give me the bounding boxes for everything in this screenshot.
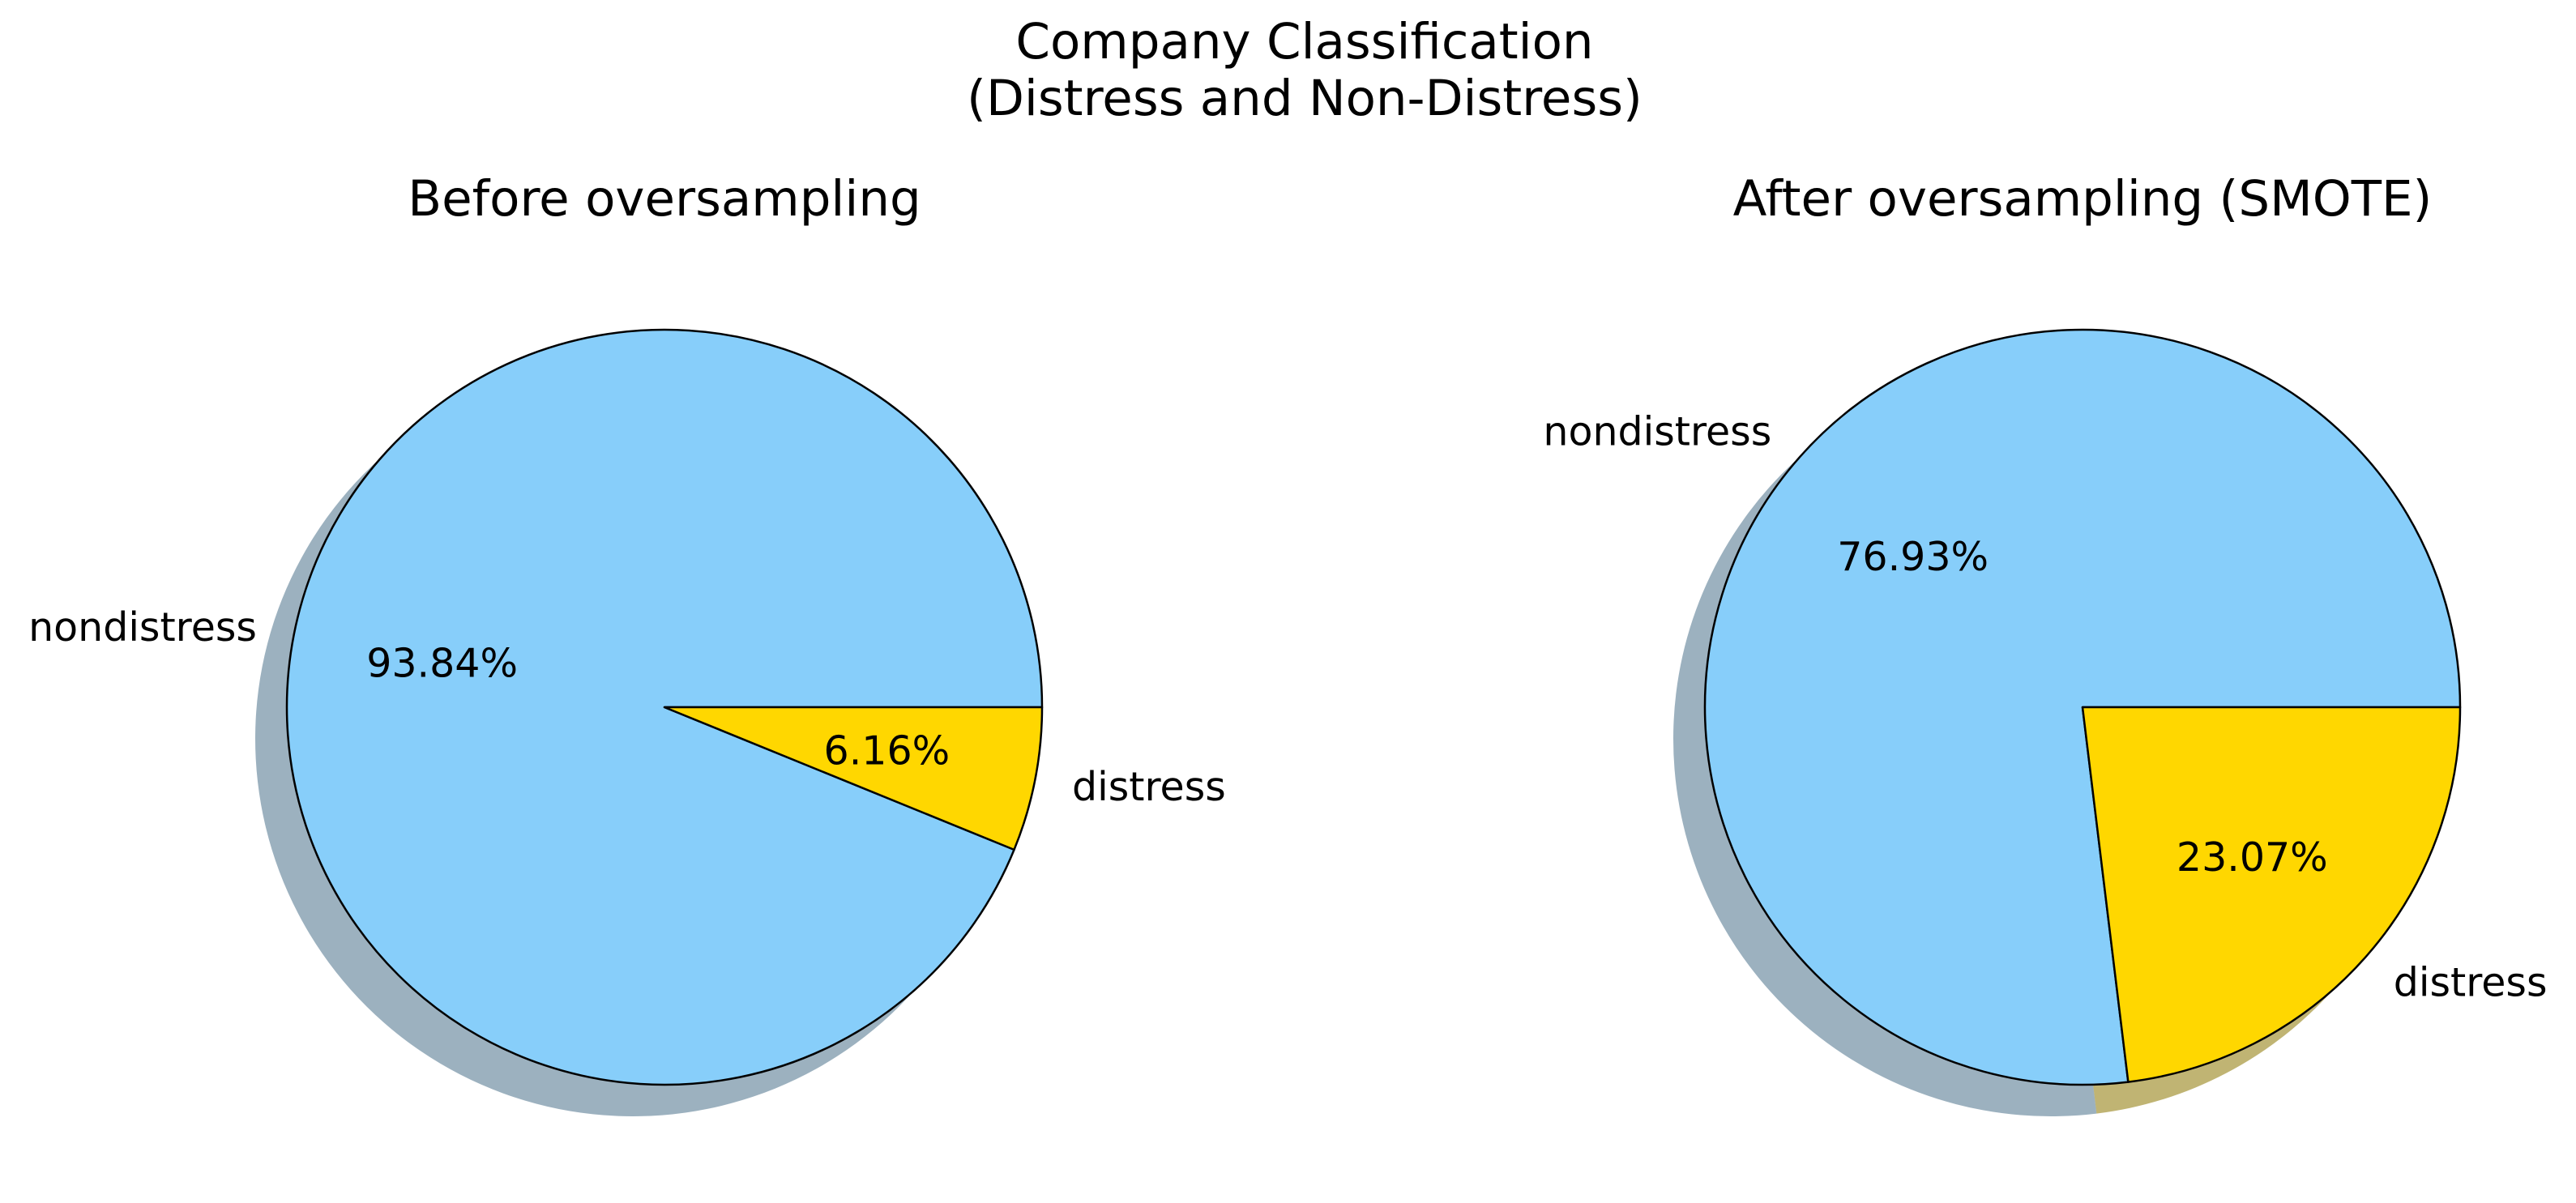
figure-title-line1: Company Classification: [1015, 13, 1593, 70]
pie-chart-before-oversampling: Before oversampling 93.84% nondistress 6.1…: [28, 170, 1226, 1117]
pie-category-label-distress: distress: [1072, 764, 1226, 810]
pie-category-label-nondistress: nondistress: [1543, 409, 1771, 455]
pie-slice-distress: [2081, 706, 2462, 1083]
pie-title-before-oversampling: Before oversampling: [408, 170, 921, 228]
figure-title-line2: (Distress and Non-Distress): [967, 70, 1643, 127]
pie-title-after-oversampling: After oversampling (SMOTE): [1733, 170, 2433, 228]
pie-category-label-distress: distress: [2394, 959, 2548, 1005]
pie-percent-label-nondistress: 93.84%: [366, 641, 518, 687]
pie-category-label-nondistress: nondistress: [28, 604, 257, 651]
pie-percent-label-nondistress: 76.93%: [1837, 534, 1989, 580]
pie-chart-after-oversampling: After oversampling (SMOTE) 76.93% nondist…: [1543, 170, 2548, 1117]
pie-slice-distress: [663, 706, 1044, 851]
pie-percent-label-distress: 23.07%: [2177, 834, 2328, 881]
pie-percent-label-distress: 6.16%: [824, 727, 951, 774]
